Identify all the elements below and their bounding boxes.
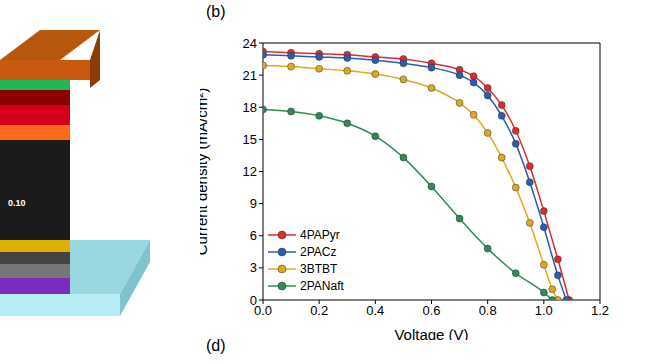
svg-text:0.0: 0.0: [254, 303, 272, 319]
html-text:4PAPyr: 4PAPyr: [300, 227, 340, 242]
svg-text:6: 6: [250, 228, 257, 243]
html-text:2PACz: 2PACz: [300, 244, 337, 259]
html-text:2PANaft: 2PANaft: [300, 278, 344, 293]
svg-text:15: 15: [243, 132, 257, 147]
svg-text:Current density (mA/cm²): Current density (mA/cm²): [200, 88, 210, 256]
svg-text:21: 21: [243, 68, 257, 83]
svg-text:0.8: 0.8: [479, 303, 497, 318]
svg-text:0: 0: [250, 293, 257, 308]
svg-text:Voltage (V): Voltage (V): [394, 326, 468, 340]
svg-text:0.2: 0.2: [310, 303, 328, 318]
svg-text:3: 3: [250, 260, 257, 275]
svg-text:0.4: 0.4: [366, 303, 384, 318]
html-text:(b): (b): [206, 3, 226, 20]
svg-text:24: 24: [243, 36, 257, 51]
html-text:3BTBT: 3BTBT: [300, 261, 338, 276]
html-text:(d): (d): [206, 337, 226, 354]
svg-text:1.2: 1.2: [591, 303, 609, 318]
svg-text:0.10: 0.10: [8, 198, 26, 208]
svg-text:18: 18: [243, 100, 257, 115]
svg-text:1.0: 1.0: [535, 303, 553, 318]
svg-text:12: 12: [243, 164, 257, 179]
svg-text:9: 9: [250, 196, 257, 211]
svg-text:0.6: 0.6: [422, 303, 440, 318]
